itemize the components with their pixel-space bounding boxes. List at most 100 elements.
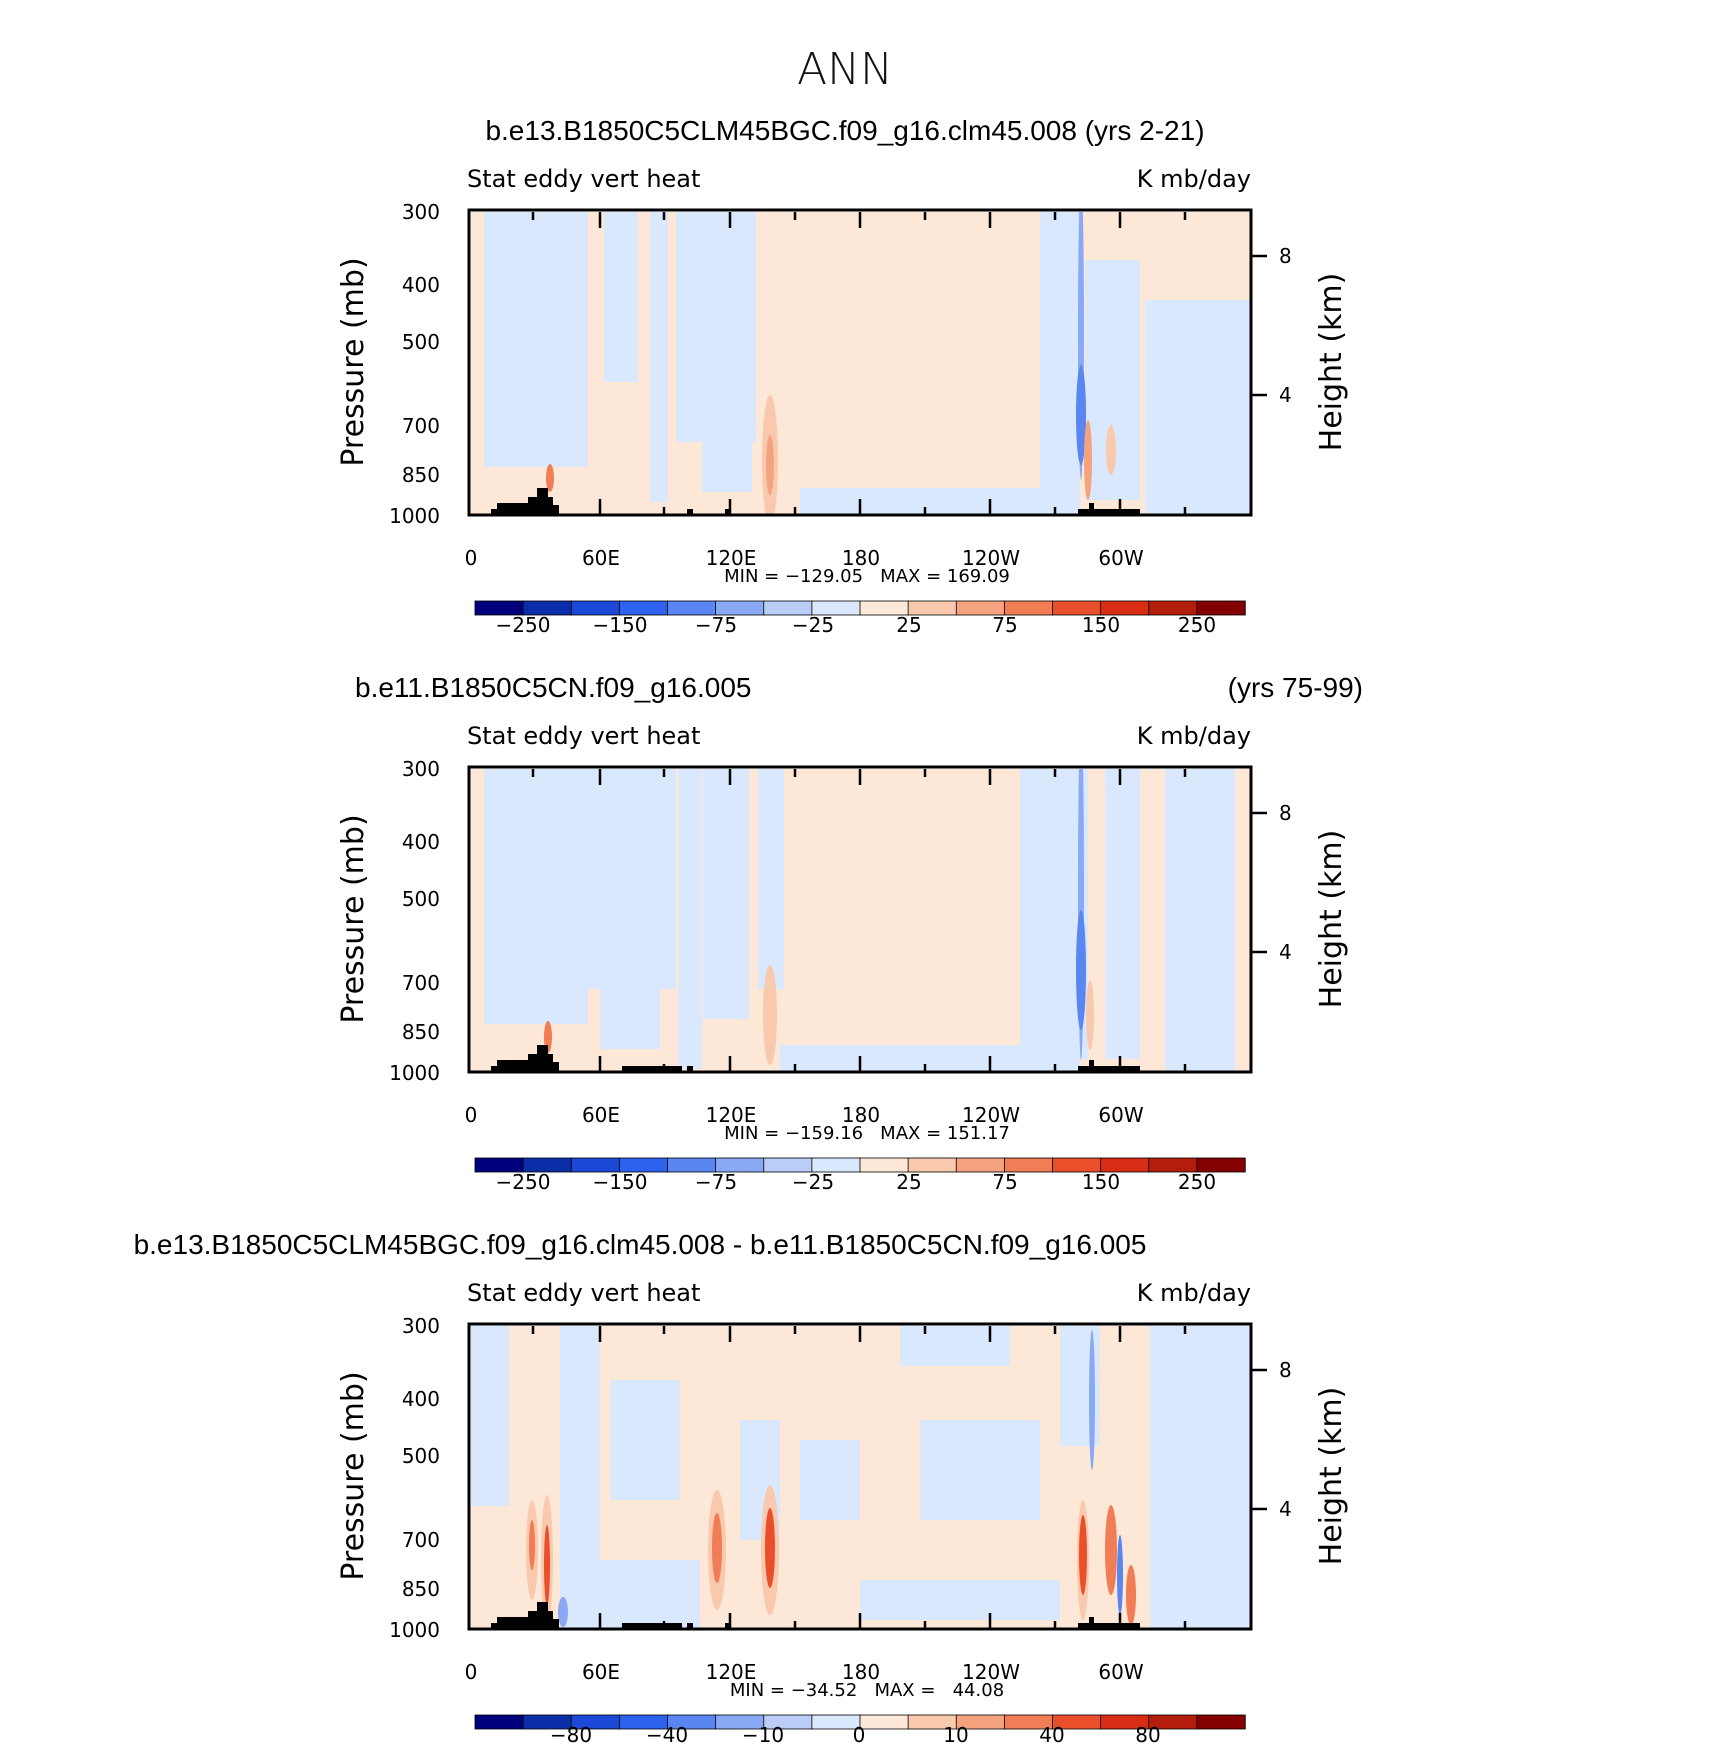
- panel-3-colorbar-label: −80: [550, 1723, 592, 1743]
- neg-band: [484, 212, 588, 467]
- panel-2-y-tick: 400: [402, 830, 440, 854]
- land-mask: [725, 509, 730, 515]
- panel-1-right-label: K mb/day: [1137, 165, 1251, 193]
- panel-2-ylabel: Pressure (mb): [336, 814, 371, 1023]
- panel-2-colorbar-label: −25: [792, 1170, 834, 1194]
- panel-3-colorbar-label: 80: [1135, 1723, 1160, 1743]
- land-mask: [687, 1623, 693, 1629]
- panel-3-y2label: Height (km): [1314, 1387, 1349, 1566]
- panel-3-x-tick: 0: [465, 1660, 478, 1684]
- panel-3-colorbar-label: 40: [1039, 1723, 1064, 1743]
- neg-band: [604, 212, 638, 382]
- pos-blob: [546, 464, 554, 492]
- neg-band: [800, 488, 1080, 515]
- panel-1-field: [471, 212, 1251, 515]
- pos-blob: [1106, 425, 1116, 475]
- panel-3: b.e13.B1850C5CLM45BGC.f09_g16.clm45.008 …: [134, 1229, 1349, 1743]
- panel-2-y-tick: 850: [402, 1020, 440, 1044]
- panel-1-colorbar-label: 75: [992, 613, 1017, 637]
- neg-band: [702, 212, 752, 492]
- panel-1-x-tick: 60W: [1098, 546, 1143, 570]
- panel-1-x-tick: 120E: [706, 546, 757, 570]
- panel-3-stats: MIN = −34.52 MAX = 44.08: [730, 1680, 1004, 1701]
- neg-band: [1040, 212, 1080, 507]
- neg-band: [560, 1560, 700, 1629]
- panel-3-y2-tick: 4: [1279, 1497, 1292, 1521]
- pos-blob: [766, 435, 774, 495]
- pos-blob: [1079, 1515, 1087, 1595]
- land-mask: [491, 488, 559, 515]
- neg-band: [900, 1326, 1010, 1366]
- neg-column: [1117, 1535, 1123, 1615]
- panel-1-axes: [467, 212, 1267, 515]
- panel-2-x-tick: 60W: [1098, 1103, 1143, 1127]
- colorbar-swatch: [859, 1714, 909, 1730]
- pos-blob: [765, 1508, 775, 1588]
- neg-band: [1165, 769, 1235, 1072]
- panel-2-x-tick: 180: [842, 1103, 880, 1127]
- panel-2-y-tick: 300: [402, 757, 440, 781]
- panel-1-y-tick: 500: [402, 330, 440, 354]
- panel-2-x-tick: 120W: [962, 1103, 1020, 1127]
- neg-band: [471, 1326, 509, 1506]
- panel-1-x-tick: 120W: [962, 546, 1020, 570]
- panel-3-x-tick: 60E: [582, 1660, 620, 1684]
- neg-column: [1089, 1330, 1095, 1470]
- neg-band: [780, 1045, 1080, 1072]
- colorbar-swatch: [1196, 1157, 1246, 1173]
- panel-3-y-tick: 500: [402, 1444, 440, 1468]
- panel-3-colorbar-label: 0: [853, 1723, 866, 1743]
- pos-blob: [712, 1513, 722, 1583]
- neg-band: [610, 1380, 680, 1500]
- colorbar-swatch: [1196, 1714, 1246, 1730]
- panel-3-y-tick: 400: [402, 1387, 440, 1411]
- neg-band: [758, 769, 784, 989]
- panel-2-colorbar: [474, 1157, 1246, 1173]
- panel-3-field: [471, 1326, 1251, 1629]
- panel-1-ylabel: Pressure (mb): [336, 257, 371, 466]
- panel-2: b.e11.B1850C5CN.f09_g16.005 (yrs 75-99) …: [336, 672, 1363, 1194]
- panel-1-y-tick: 850: [402, 463, 440, 487]
- land-mask: [622, 1623, 682, 1629]
- panel-1-y-tick: 400: [402, 273, 440, 297]
- neg-band: [860, 1580, 1060, 1620]
- neg-band: [484, 769, 588, 1024]
- panel-3-axes: [467, 1326, 1267, 1629]
- panel-1-colorbar-label: −250: [496, 613, 551, 637]
- neg-band: [703, 769, 749, 1019]
- panel-1-colorbar-label: 25: [896, 613, 921, 637]
- land-mask: [1078, 503, 1140, 515]
- panel-2-x-tick: 60E: [582, 1103, 620, 1127]
- pos-blob: [544, 1525, 550, 1605]
- neg-band: [1150, 1326, 1250, 1629]
- panel-3-y-tick: 1000: [389, 1618, 440, 1642]
- panel-3-title: b.e13.B1850C5CLM45BGC.f09_g16.clm45.008 …: [134, 1229, 1147, 1260]
- neg-column: [558, 1597, 568, 1627]
- panel-1-y2-tick: 4: [1279, 383, 1292, 407]
- panel-2-left-label: Stat eddy vert heat: [467, 722, 700, 750]
- panel-3-left-label: Stat eddy vert heat: [467, 1279, 700, 1307]
- panel-1-x-tick: 60E: [582, 546, 620, 570]
- panel-1-y2-tick: 8: [1279, 244, 1292, 268]
- panel-2-stats: MIN = −159.16 MAX = 151.17: [724, 1123, 1010, 1144]
- pos-blob: [1105, 1505, 1117, 1595]
- panel-3-x-tick: 120W: [962, 1660, 1020, 1684]
- panel-3-colorbar-label: −40: [646, 1723, 688, 1743]
- land-mask: [622, 1066, 682, 1072]
- neg-band: [560, 1326, 600, 1576]
- panel-1-y-tick: 1000: [389, 504, 440, 528]
- panel-1-y-tick: 300: [402, 200, 440, 224]
- land-mask: [491, 1602, 559, 1629]
- pos-blob: [763, 965, 777, 1065]
- pos-blob: [1084, 420, 1092, 500]
- neg-band: [920, 1420, 1040, 1520]
- panel-1-colorbar-label: 250: [1178, 613, 1216, 637]
- panel-3-colorbar-label: −10: [742, 1723, 784, 1743]
- colorbar-swatch: [474, 1714, 524, 1730]
- neg-band: [678, 769, 702, 1069]
- neg-band: [600, 769, 660, 1049]
- land-mask: [1078, 1617, 1140, 1629]
- panel-2-y-tick: 500: [402, 887, 440, 911]
- land-mask: [687, 509, 693, 515]
- panel-2-y2-tick: 4: [1279, 940, 1292, 964]
